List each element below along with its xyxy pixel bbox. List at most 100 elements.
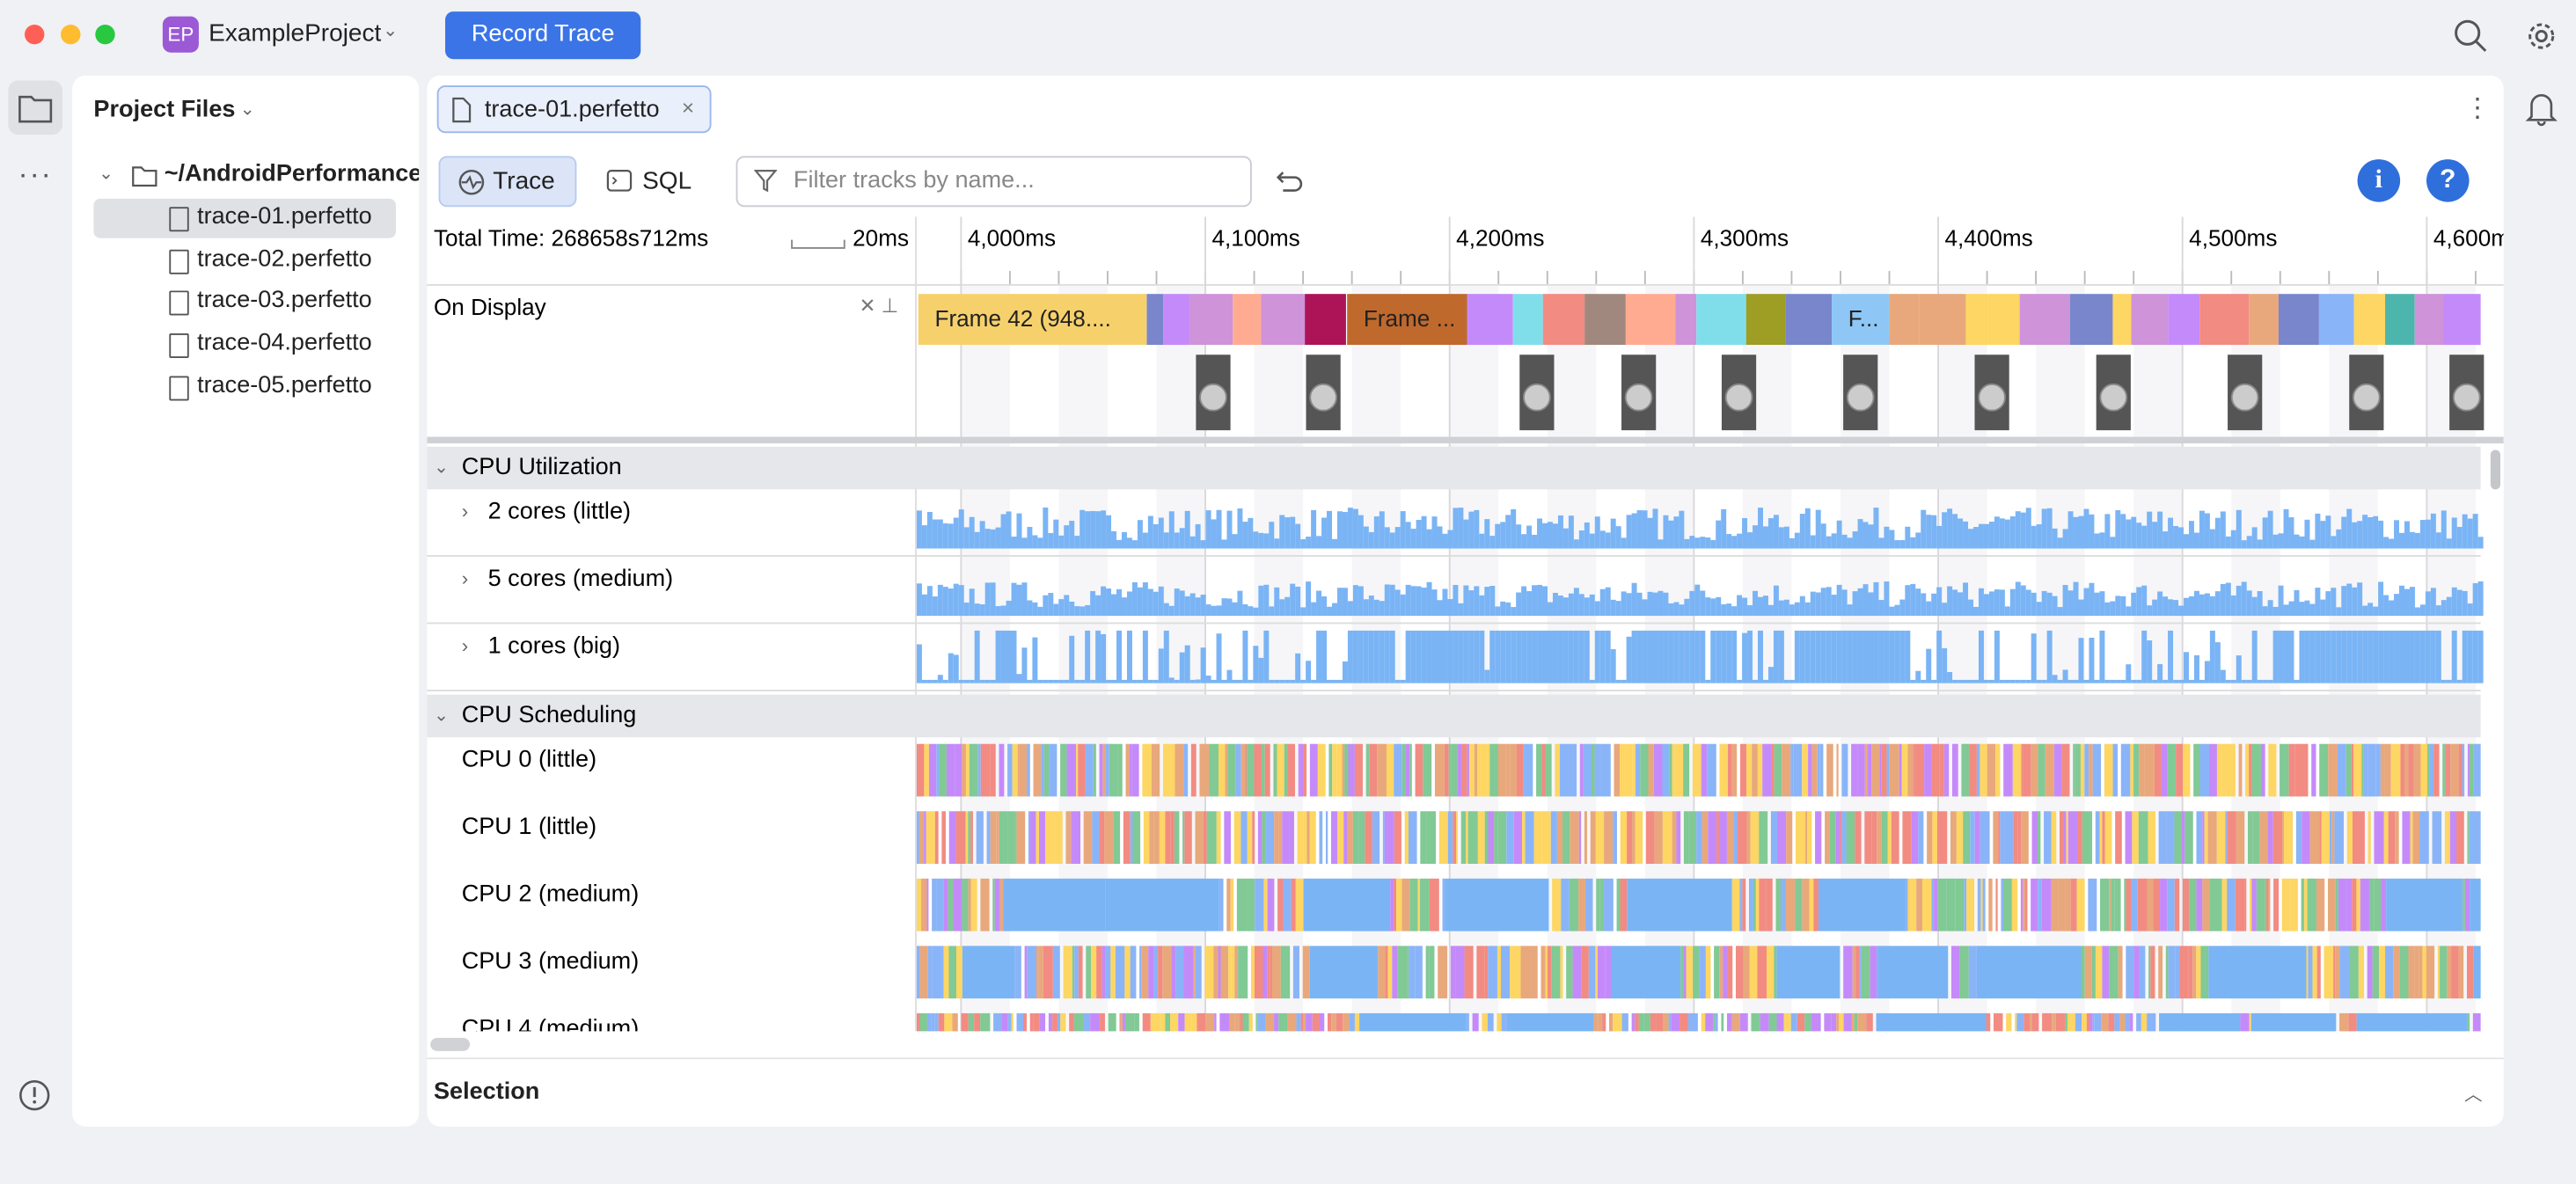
- utilization-bar: [2078, 638, 2084, 683]
- file-name[interactable]: trace-03.perfetto: [197, 288, 372, 315]
- help-button[interactable]: ?: [2426, 159, 2470, 202]
- utilization-bar: [2214, 591, 2221, 617]
- utilization-bar: [1968, 599, 1974, 617]
- utilization-bar: [1658, 539, 1664, 549]
- utilization-bar: [2341, 586, 2347, 617]
- utilization-bar: [1826, 587, 1832, 617]
- folder-name[interactable]: ~/AndroidPerformance: [164, 160, 420, 187]
- dropdown-icon[interactable]: ⌄: [383, 21, 399, 41]
- utilization-bar: [1511, 630, 1517, 683]
- sched-slice: [2174, 811, 2182, 864]
- record-button[interactable]: Record Trace: [445, 11, 641, 60]
- filter-input[interactable]: [735, 156, 1252, 208]
- minimize-button[interactable]: [61, 25, 81, 45]
- utilization-bar: [2204, 593, 2210, 617]
- utilization-bar: [2009, 679, 2016, 683]
- time-tick-label: 4,300ms: [1701, 224, 1789, 251]
- sched-slice: [1855, 946, 1860, 999]
- collapse-button[interactable]: ︿: [2463, 1085, 2483, 1106]
- sched-slice: [1839, 1012, 1844, 1032]
- sched-slice: [2159, 1012, 2241, 1032]
- close-button[interactable]: [25, 25, 45, 45]
- expand-arrow[interactable]: ⌄: [99, 164, 114, 185]
- sched-slice: [1851, 743, 1858, 797]
- file-name[interactable]: trace-05.perfetto: [197, 372, 372, 399]
- sched-slice: [1226, 878, 1231, 932]
- utilization-bar: [2373, 515, 2379, 549]
- sched-slice: [2288, 743, 2295, 797]
- utilization-bar: [2288, 630, 2294, 683]
- utilization-bar: [1868, 524, 1874, 549]
- sched-slice: [974, 1012, 981, 1032]
- utilization-bar: [958, 679, 964, 683]
- sched-slice: [1191, 1012, 1197, 1032]
- sched-slice: [2372, 946, 2380, 999]
- sched-slice: [1254, 743, 1262, 797]
- file-item[interactable]: [93, 198, 397, 238]
- reset-icon[interactable]: [1273, 167, 1303, 197]
- tab-menu[interactable]: ⋮: [2463, 95, 2491, 124]
- settings-icon[interactable]: [2523, 18, 2559, 55]
- sched-slice: [1727, 946, 1733, 999]
- utilization-bar: [2057, 679, 2063, 683]
- sched-slice: [1914, 743, 1925, 797]
- tab-close[interactable]: ×: [681, 95, 695, 121]
- project-name[interactable]: ExampleProject: [209, 19, 382, 48]
- sched-slice: [921, 878, 927, 932]
- utilization-bar: [1095, 511, 1101, 549]
- search-icon[interactable]: [2453, 18, 2489, 55]
- utilization-bar: [1542, 630, 1548, 683]
- sched-slice: [1843, 946, 1853, 999]
- sched-slice: [2139, 946, 2146, 999]
- utilization-bar: [1994, 516, 2000, 549]
- sched-slice: [2031, 1012, 2039, 1032]
- sched-slice: [1102, 743, 1106, 797]
- problems-icon[interactable]: [18, 1079, 53, 1114]
- utilization-bar: [1232, 534, 1238, 549]
- sched-slice: [1918, 811, 1924, 864]
- panel-menu[interactable]: ⌄: [239, 99, 255, 121]
- utilization-bar: [1731, 630, 1738, 683]
- sched-slice: [936, 743, 940, 797]
- utilization-bar: [1889, 530, 1895, 549]
- sched-slice: [2250, 878, 2252, 932]
- sched-slice: [1028, 811, 1030, 864]
- sched-slice: [1073, 1012, 1084, 1032]
- notifications-icon[interactable]: [2525, 91, 2558, 127]
- project-tool-button[interactable]: [8, 80, 62, 135]
- utilization-bar: [1095, 595, 1101, 617]
- sched-slice: [1556, 811, 1563, 864]
- utilization-bar: [1216, 605, 1222, 617]
- folder-icon: [132, 166, 157, 187]
- file-name[interactable]: trace-02.perfetto: [197, 245, 372, 273]
- sched-slice: [1124, 1012, 1135, 1032]
- file-name[interactable]: trace-04.perfetto: [197, 330, 372, 357]
- track-label: 2 cores (little): [488, 497, 631, 524]
- sched-slice: [1654, 811, 1663, 864]
- sched-slice: [1795, 878, 1803, 932]
- sched-slice: [2024, 878, 2028, 932]
- sched-slice: [1457, 743, 1462, 797]
- trace-tab[interactable]: [438, 156, 577, 208]
- sched-slice: [919, 1012, 927, 1032]
- editor-tab[interactable]: [436, 85, 712, 134]
- h-scrollbar[interactable]: [430, 1037, 471, 1051]
- sched-slice: [1506, 1012, 1594, 1032]
- sched-slice: [2101, 1012, 2109, 1032]
- utilization-bar: [2236, 509, 2242, 549]
- sched-slice: [1494, 811, 1498, 864]
- sql-tab-label[interactable]: SQL: [642, 167, 692, 196]
- more-tools[interactable]: ···: [18, 157, 53, 191]
- utilization-bar: [2110, 537, 2116, 549]
- sched-slice: [1650, 1012, 1657, 1032]
- sched-slice: [980, 1012, 991, 1032]
- file-name[interactable]: trace-01.perfetto: [197, 203, 372, 230]
- sched-slice: [2361, 743, 2364, 797]
- file-icon: [169, 333, 189, 359]
- utilization-bar: [2120, 679, 2126, 683]
- maximize-button[interactable]: [95, 25, 115, 45]
- sched-slice: [1027, 946, 1036, 999]
- utilization-bar: [1521, 630, 1527, 683]
- utilization-bar: [1716, 520, 1722, 549]
- info-button[interactable]: i: [2357, 159, 2401, 202]
